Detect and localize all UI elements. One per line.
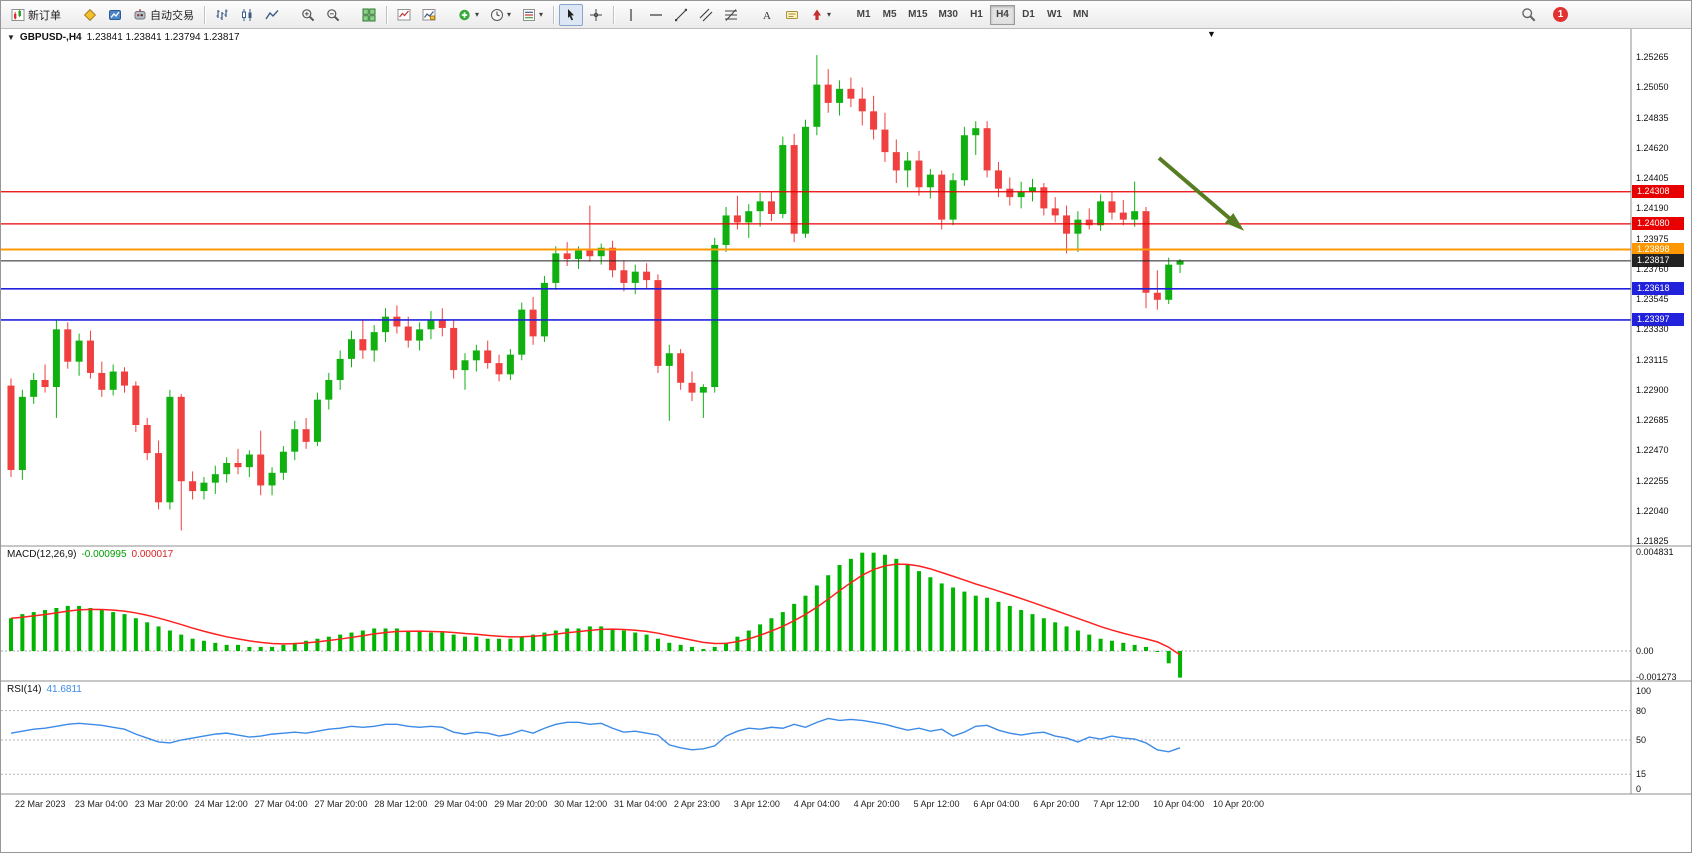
chevron-down-icon: ▾	[539, 9, 544, 19]
strategy-tester-icon	[109, 9, 121, 20]
candlestick-chart-button[interactable]	[235, 4, 259, 26]
timeframe-toolbar: M1 M5 M15 M30 H1 H4 D1 W1 MN	[851, 4, 1094, 25]
zoom-in-button[interactable]	[296, 4, 320, 26]
toolbar-separator	[553, 5, 555, 24]
zoom-out-icon	[327, 8, 340, 21]
macd-signal-line	[10, 563, 1181, 656]
text-icon: A	[763, 10, 771, 22]
fibonacci-button[interactable]	[719, 4, 743, 26]
chevron-down-icon: ▾	[827, 9, 832, 19]
candlestick-series	[7, 55, 1184, 531]
new-chart-button[interactable]	[392, 4, 416, 26]
horizontal-line-button[interactable]	[644, 4, 668, 26]
timeframe-m30[interactable]: M30	[934, 5, 963, 25]
timeframe-m5[interactable]: M5	[877, 5, 902, 25]
zoom-out-button[interactable]	[321, 4, 345, 26]
channel-icon	[699, 8, 713, 21]
label-icon	[786, 10, 799, 19]
trendline-button[interactable]	[669, 4, 693, 26]
trendline-icon	[675, 8, 688, 21]
channel-button[interactable]	[694, 4, 718, 26]
rsi-line	[10, 717, 1181, 753]
bar-chart-button[interactable]	[210, 4, 234, 26]
chevron-down-icon: ▾	[475, 9, 480, 19]
text-button[interactable]: A	[755, 4, 779, 26]
cursor-icon	[568, 8, 575, 20]
timeframe-w1[interactable]: W1	[1042, 5, 1067, 25]
new-order-label: 新订单	[28, 9, 61, 22]
toolbar-right-group: 1	[1516, 4, 1568, 26]
metaeditor-icon	[83, 8, 97, 21]
label-button[interactable]	[780, 4, 804, 26]
timeframe-d1[interactable]: D1	[1016, 5, 1041, 25]
candlestick-chart-icon	[242, 8, 252, 21]
main-toolbar: 新订单 自动交易	[1, 1, 1691, 29]
toolbar-separator	[204, 5, 205, 24]
zoom-in-icon	[302, 8, 315, 21]
timeframe-h4[interactable]: H4	[989, 4, 1015, 25]
cursor-button[interactable]	[559, 3, 584, 26]
autotrading-label: 自动交易	[150, 9, 194, 22]
indicators-dropdown[interactable]: ▾	[453, 4, 484, 26]
timeframe-m15[interactable]: M15	[903, 5, 932, 25]
toolbar-separator	[613, 5, 615, 24]
line-chart-icon	[265, 9, 279, 19]
notification-badge[interactable]: 1	[1553, 7, 1568, 22]
timeframe-mn[interactable]: MN	[1068, 5, 1094, 25]
autotrading-icon	[134, 8, 146, 19]
trend-arrow-object[interactable]	[1157, 156, 1237, 225]
vertical-line-button[interactable]	[619, 4, 643, 26]
horizontal-line-objects[interactable]	[1, 191, 1631, 321]
tile-windows-icon	[362, 8, 376, 21]
chart-window: ▼ GBPUSD-,H4 1.23841 1.23841 1.23794 1.2…	[1, 29, 1691, 852]
timeframe-m1[interactable]: M1	[851, 5, 876, 25]
indicators-icon	[459, 9, 470, 20]
new-chart-icon	[397, 8, 411, 20]
autotrading-toggle[interactable]: 自动交易	[128, 4, 199, 26]
search-button[interactable]	[1516, 4, 1541, 26]
periods-dropdown[interactable]: ▾	[485, 4, 516, 26]
metaeditor-button[interactable]	[78, 4, 102, 26]
chart-profiles-icon	[422, 8, 436, 20]
new-order-icon	[11, 8, 25, 21]
bar-chart-icon	[216, 9, 228, 20]
templates-icon	[523, 8, 536, 21]
horizontal-line-icon	[650, 13, 663, 16]
macd-histogram	[9, 552, 1183, 678]
search-icon	[1522, 8, 1536, 22]
tile-windows-button[interactable]	[357, 4, 381, 26]
svg-text:A: A	[763, 10, 771, 22]
arrows-dropdown[interactable]: ▾	[805, 4, 836, 26]
periods-clock-icon	[491, 8, 504, 21]
new-order-button[interactable]: 新订单	[6, 4, 66, 26]
crosshair-button[interactable]	[584, 4, 608, 26]
line-chart-button[interactable]	[260, 4, 284, 26]
strategy-tester-button[interactable]	[103, 4, 127, 26]
trend-arrow-head	[1225, 213, 1245, 231]
chart-canvas[interactable]	[1, 29, 1692, 853]
templates-dropdown[interactable]: ▾	[517, 4, 548, 26]
crosshair-icon	[590, 8, 603, 21]
fibonacci-icon	[725, 8, 738, 21]
chevron-down-icon: ▾	[507, 9, 512, 19]
chart-profiles-button[interactable]	[417, 4, 441, 26]
timeframe-h1[interactable]: H1	[964, 5, 989, 25]
toolbar-separator	[386, 5, 387, 24]
arrows-icon	[813, 9, 822, 20]
vertical-line-icon	[630, 8, 632, 21]
